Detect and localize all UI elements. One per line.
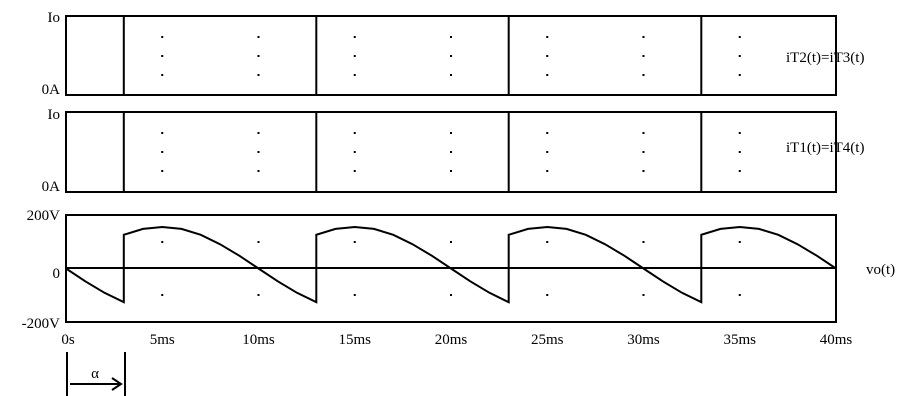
x-tick-label-7: 35ms [723,332,756,348]
x-axis-ticks: 0s 5ms 10ms 15ms 20ms 25ms 30ms 35ms 40ms [61,332,852,348]
panel2-series-label: iT1(t)=iT4(t) [786,140,864,156]
x-tick-label-0: 0s [61,332,75,348]
grid-dot-p2-35ms-1 [738,151,741,153]
trace-it2-it3 [66,15,836,96]
grid-dot-p2-20ms-2 [450,170,452,172]
panel1-ytick-top: Io [48,10,61,26]
grid-dot-p3-5ms-0 [161,241,164,243]
grid-dot-p3-20ms-0 [450,241,452,243]
trace-it1-it4 [66,111,836,193]
grid-dot-p3-30ms-1 [642,294,645,296]
grid-dot-p2-20ms-1 [450,151,452,153]
grid-dot-p3-15ms-1 [353,294,356,296]
panel-it1-it4: Io 0A iT1(t)=iT4(t) [42,107,865,195]
grid-dot-p1-15ms-1 [353,55,356,57]
grid-dot-p3-35ms-0 [738,241,741,243]
grid-dot-p2-30ms-0 [642,132,645,134]
grid-dot-p1-15ms-2 [353,74,356,76]
grid-dot-p2-30ms-1 [642,151,645,153]
panel3-grid [161,241,741,296]
grid-dot-p1-10ms-0 [257,36,260,38]
panel3-ytick-middle: 0 [53,266,61,282]
grid-dot-p1-35ms-1 [738,55,741,57]
trace-vo [65,225,837,304]
grid-dot-p3-35ms-1 [738,294,741,296]
panel2-ytick-top: Io [48,107,61,123]
grid-dot-p3-30ms-0 [642,241,645,243]
grid-dot-p1-30ms-0 [642,36,645,38]
grid-dot-p1-20ms-2 [450,74,452,76]
grid-dot-p2-30ms-2 [642,170,645,172]
grid-dot-p3-25ms-0 [546,241,549,243]
grid-dot-p3-5ms-1 [161,294,164,296]
grid-dot-p2-25ms-0 [546,132,549,134]
grid-dot-p2-35ms-2 [738,170,741,172]
grid-dot-p1-30ms-1 [642,55,645,57]
grid-dot-p1-25ms-1 [546,55,549,57]
grid-dot-p2-25ms-2 [546,170,549,172]
x-tick-label-6: 30ms [627,332,660,348]
panel1-grid [161,36,741,76]
alpha-arrow-head [111,377,123,391]
x-tick-label-2: 10ms [242,332,275,348]
grid-dot-p2-5ms-1 [161,151,164,153]
grid-dot-p2-10ms-2 [257,170,260,172]
grid-dot-p1-5ms-2 [161,74,164,76]
x-tick-label-1: 5ms [150,332,175,348]
grid-dot-p2-10ms-0 [257,132,260,134]
panel3-ytick-top: 200V [27,208,61,224]
panel-vo: 200V 0 -200V vo(t) [22,208,896,332]
grid-dot-p2-20ms-0 [450,132,452,134]
grid-dot-p2-35ms-0 [738,132,741,134]
grid-dot-p1-30ms-2 [642,74,645,76]
grid-dot-p3-10ms-0 [257,241,260,243]
grid-dot-p2-5ms-0 [161,132,164,134]
grid-dot-p2-15ms-2 [353,170,356,172]
grid-dot-p2-5ms-2 [161,170,164,172]
grid-dot-p1-25ms-0 [546,36,549,38]
grid-dot-p1-15ms-0 [353,36,356,38]
x-tick-label-5: 25ms [531,332,564,348]
grid-dot-p2-10ms-1 [257,151,260,153]
grid-dot-p1-10ms-1 [257,55,260,57]
grid-dot-p1-5ms-1 [161,55,164,57]
grid-dot-p3-10ms-1 [257,294,260,296]
alpha-label: α [91,366,99,382]
x-tick-label-3: 15ms [338,332,371,348]
panel1-series-label: iT2(t)=iT3(t) [786,50,864,66]
grid-dot-p1-20ms-1 [450,55,452,57]
grid-dot-p1-10ms-2 [257,74,260,76]
panel1-ytick-bottom: 0A [42,82,61,98]
grid-dot-p3-15ms-0 [353,241,356,243]
grid-dot-p1-35ms-2 [738,74,741,76]
grid-dot-p1-20ms-0 [450,36,452,38]
panel-it2-it3: Io 0A iT2(t)=iT3(t) [42,10,865,98]
grid-dot-p3-25ms-1 [546,294,549,296]
panel2-ytick-bottom: 0A [42,179,61,195]
grid-dot-p1-35ms-0 [738,36,741,38]
alpha-annotation: α [66,352,126,396]
grid-dot-p2-15ms-0 [353,132,356,134]
panel2-grid [161,132,741,172]
grid-dot-p1-25ms-2 [546,74,549,76]
grid-dot-p2-15ms-1 [353,151,356,153]
x-tick-label-8: 40ms [820,332,853,348]
panel3-ytick-bottom: -200V [22,316,60,332]
grid-dot-p1-5ms-0 [161,36,164,38]
grid-dot-p2-25ms-1 [546,151,549,153]
panel3-series-label: vo(t) [866,262,895,278]
x-tick-label-4: 20ms [435,332,468,348]
grid-dot-p3-20ms-1 [450,294,452,296]
